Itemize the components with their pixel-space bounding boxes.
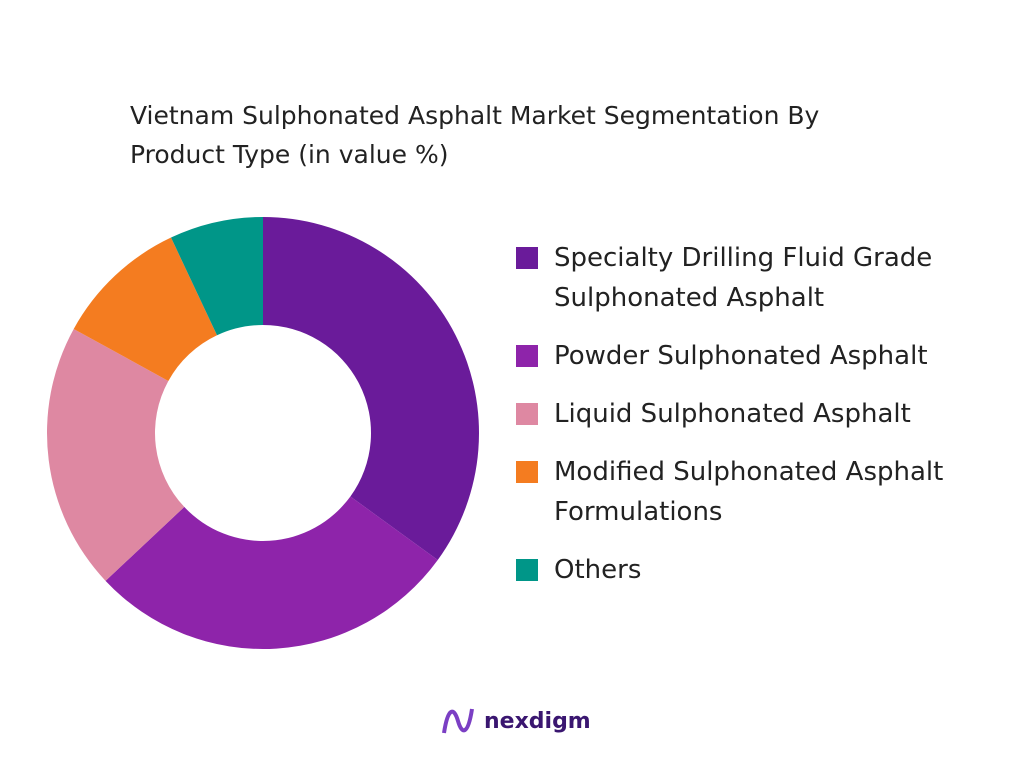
donut-slice — [73, 237, 218, 381]
legend-swatch — [516, 559, 538, 581]
legend-label: Powder Sulphonated Asphalt — [554, 341, 928, 371]
brand-name: nexdigm — [484, 708, 591, 734]
legend: Specialty Drilling Fluid Grade Sulphonat… — [512, 238, 1002, 608]
chart-title: Vietnam Sulphonated Asphalt Market Segme… — [130, 101, 820, 169]
legend-swatch — [516, 461, 538, 483]
brand-icon — [442, 708, 474, 734]
donut-slice — [46, 328, 185, 581]
legend-swatch — [516, 403, 538, 425]
brand: nexdigm — [440, 703, 591, 739]
legend-item: Others — [512, 550, 1002, 590]
donut-slice — [171, 217, 263, 336]
donut-slice — [263, 217, 480, 560]
legend-item: Specialty Drilling Fluid Grade Sulphonat… — [512, 238, 1002, 318]
legend-swatch — [516, 247, 538, 269]
legend-item: Powder Sulphonated Asphalt — [512, 336, 1002, 376]
legend-swatch — [516, 345, 538, 367]
legend-item: Modified Sulphonated Asphalt Formulation… — [512, 452, 1002, 532]
legend-label: Modified Sulphonated Asphalt Formulation… — [554, 457, 944, 527]
donut-slice — [105, 496, 438, 649]
chart — [46, 217, 480, 649]
legend-label: Others — [554, 555, 642, 585]
legend-item: Liquid Sulphonated Asphalt — [512, 394, 1002, 434]
legend-label: Specialty Drilling Fluid Grade Sulphonat… — [554, 243, 933, 313]
legend-label: Liquid Sulphonated Asphalt — [554, 399, 911, 429]
